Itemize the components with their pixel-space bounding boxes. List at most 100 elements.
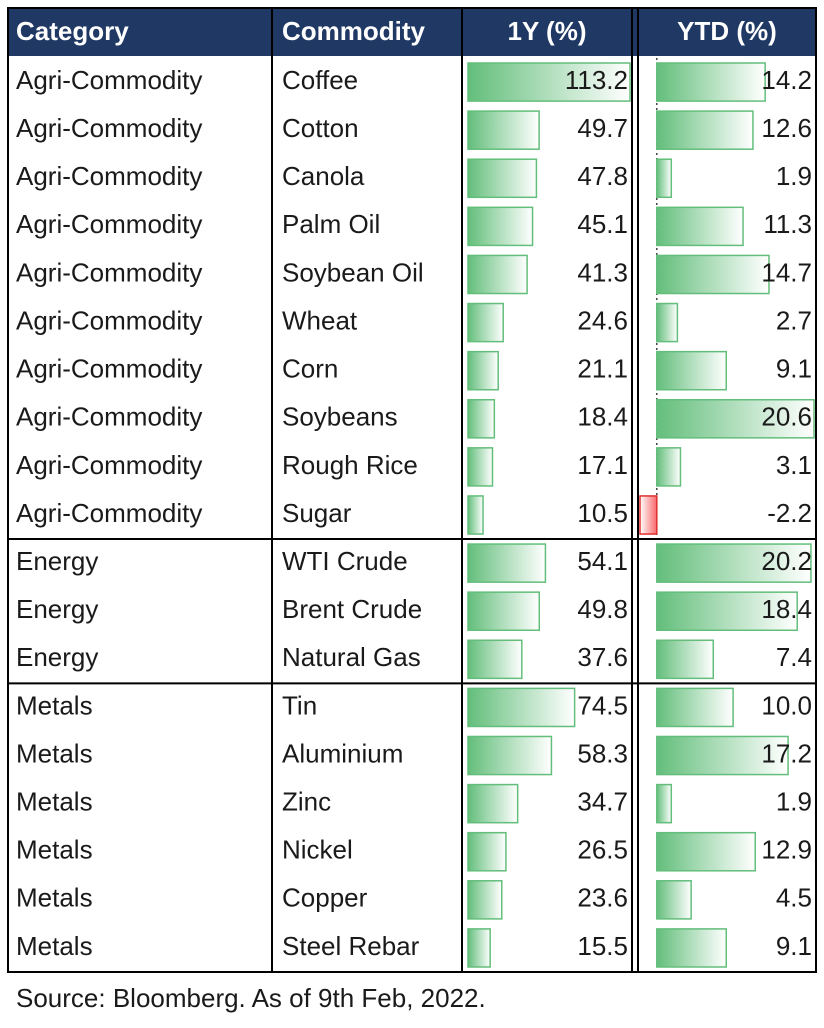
header-cell: Commodity: [282, 16, 426, 46]
value-cell: 12.6: [761, 113, 812, 143]
data-bar: [467, 158, 538, 199]
commodity-cell: Tin: [282, 690, 317, 720]
commodity-cell: Palm Oil: [282, 209, 380, 239]
category-cell: Energy: [16, 594, 98, 624]
value-cell: 45.1: [577, 209, 628, 239]
value-cell: 41.3: [577, 257, 628, 287]
value-cell: 11.3: [763, 209, 812, 239]
commodity-cell: Copper: [282, 883, 368, 913]
category-cell: Energy: [16, 642, 98, 672]
data-bar: [467, 591, 541, 632]
category-cell: Agri-Commodity: [16, 354, 202, 384]
data-bar: [467, 350, 499, 391]
commodity-cell: Soybeans: [282, 402, 398, 432]
category-cell: Agri-Commodity: [16, 305, 202, 335]
source-note: Source: Bloomberg. As of 9th Feb, 2022.: [16, 983, 486, 1013]
data-bar: [656, 110, 754, 150]
category-cell: Metals: [16, 883, 93, 913]
data-bar: [656, 158, 673, 199]
commodity-cell: Sugar: [282, 498, 352, 528]
data-bar: [467, 831, 507, 872]
data-bar: [467, 302, 504, 343]
commodity-cell: Corn: [282, 354, 338, 384]
value-cell: 34.7: [577, 787, 628, 817]
value-cell: 49.8: [577, 594, 628, 624]
value-cell: 113.2: [565, 65, 628, 95]
data-bar: [467, 398, 496, 439]
header-cell: YTD (%): [677, 16, 777, 46]
data-bar: [467, 110, 540, 150]
value-cell: 10.0: [761, 690, 812, 720]
data-bar: [467, 62, 631, 102]
value-cell: 74.5: [577, 690, 628, 720]
value-cell: 54.1: [577, 546, 628, 576]
data-bar: [656, 302, 679, 343]
value-cell: 24.6: [577, 305, 628, 335]
category-cell: Agri-Commodity: [16, 209, 202, 239]
data-bar: [467, 447, 494, 487]
data-bar: [656, 62, 766, 102]
commodity-cell: Natural Gas: [282, 642, 421, 672]
category-cell: Agri-Commodity: [16, 113, 202, 143]
value-cell: 12.9: [761, 835, 812, 865]
category-cell: Metals: [16, 690, 93, 720]
value-cell: -2.2: [767, 498, 812, 528]
value-cell: 17.2: [761, 738, 812, 768]
commodity-cell: WTI Crude: [282, 546, 408, 576]
commodity-cell: Nickel: [282, 835, 353, 865]
data-bar: [467, 206, 534, 247]
commodity-cell: Brent Crude: [282, 594, 422, 624]
value-cell: 26.5: [577, 835, 628, 865]
value-cell: 2.7: [776, 305, 812, 335]
value-cell: 1.9: [776, 787, 812, 817]
value-cell: 17.1: [577, 450, 628, 480]
value-cell: 3.1: [776, 450, 812, 480]
commodity-cell: Zinc: [282, 787, 331, 817]
data-bar: [656, 591, 798, 632]
data-bar: [656, 398, 815, 439]
commodity-cell: Cotton: [282, 113, 359, 143]
data-bar: [656, 928, 727, 968]
data-bar: [467, 735, 553, 776]
commodity-cell: Soybean Oil: [282, 257, 424, 287]
data-bar: [656, 639, 715, 680]
value-cell: 58.3: [577, 738, 628, 768]
value-cell: 7.4: [776, 642, 812, 672]
commodity-cell: Wheat: [282, 305, 358, 335]
category-cell: Agri-Commodity: [16, 450, 202, 480]
commodity-cell: Steel Rebar: [282, 931, 420, 961]
value-cell: 10.5: [577, 498, 628, 528]
category-cell: Energy: [16, 546, 98, 576]
category-cell: Metals: [16, 738, 93, 768]
value-cell: 20.6: [761, 402, 812, 432]
commodity-cell: Aluminium: [282, 738, 403, 768]
value-cell: 49.7: [577, 113, 628, 143]
commodity-cell: Canola: [282, 161, 365, 191]
data-bar: [656, 350, 727, 391]
value-cell: 18.4: [761, 594, 812, 624]
value-cell: 37.6: [577, 642, 628, 672]
value-cell: 20.2: [761, 546, 812, 576]
data-bar: [467, 687, 576, 728]
header-bg: [8, 8, 816, 56]
category-cell: Agri-Commodity: [16, 65, 202, 95]
header-cell: Category: [16, 16, 129, 46]
data-bar: [467, 783, 519, 824]
header-cell: 1Y (%): [508, 16, 587, 46]
category-cell: Metals: [16, 931, 93, 961]
data-bar: [656, 543, 812, 583]
category-cell: Agri-Commodity: [16, 161, 202, 191]
category-cell: Agri-Commodity: [16, 498, 202, 528]
value-cell: 9.1: [776, 931, 812, 961]
data-bar: [467, 254, 528, 295]
data-bar: [656, 783, 673, 824]
data-bar: [656, 687, 734, 728]
value-cell: 18.4: [577, 402, 628, 432]
data-bar: [656, 254, 770, 295]
value-cell: 14.2: [761, 65, 812, 95]
data-bar: [656, 447, 682, 487]
data-bar: [639, 495, 658, 535]
category-cell: Metals: [16, 787, 93, 817]
value-cell: 23.6: [577, 883, 628, 913]
